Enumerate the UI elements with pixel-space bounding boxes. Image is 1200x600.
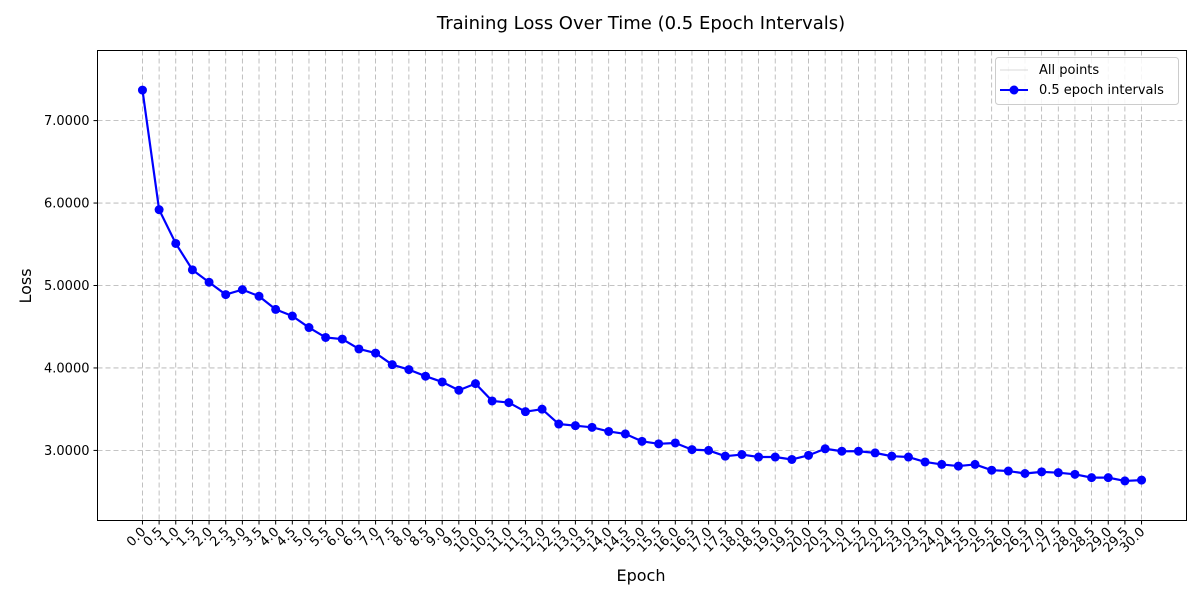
data-point xyxy=(321,332,331,342)
y-tick-label: 4.0000 xyxy=(44,361,90,376)
data-point xyxy=(903,452,913,462)
data-point xyxy=(637,436,647,446)
data-point xyxy=(204,277,214,287)
data-point xyxy=(604,426,614,436)
data-point xyxy=(870,448,880,458)
legend-box xyxy=(995,57,1179,105)
data-point xyxy=(404,365,414,375)
data-point xyxy=(387,360,397,370)
data-point xyxy=(587,422,597,432)
data-point xyxy=(1120,476,1130,486)
data-point xyxy=(287,311,297,321)
data-point xyxy=(970,459,980,469)
data-point xyxy=(154,205,164,215)
data-point xyxy=(1137,475,1147,485)
x-axis-label: Epoch xyxy=(617,566,666,585)
data-point xyxy=(787,454,797,464)
data-point xyxy=(487,396,497,406)
data-point xyxy=(470,379,480,389)
data-point xyxy=(520,407,530,417)
data-point xyxy=(1087,473,1097,483)
data-point xyxy=(137,85,147,95)
data-point xyxy=(754,452,764,462)
data-point xyxy=(554,419,564,429)
legend-interval-label: 0.5 epoch intervals xyxy=(1039,83,1164,98)
data-point xyxy=(987,465,997,475)
grid xyxy=(97,50,1187,521)
data-point xyxy=(504,398,514,408)
series-layer xyxy=(137,85,1147,486)
data-point xyxy=(887,451,897,461)
data-point xyxy=(620,429,630,439)
legend-all-points-label: All points xyxy=(1039,63,1099,78)
data-point xyxy=(770,452,780,462)
data-point xyxy=(237,285,247,295)
data-point xyxy=(354,344,364,354)
data-point xyxy=(1020,469,1030,478)
chart-title: Training Loss Over Time (0.5 Epoch Inter… xyxy=(436,13,845,34)
data-point xyxy=(271,304,281,314)
data-point xyxy=(1103,473,1113,483)
y-tick-label: 5.0000 xyxy=(44,279,90,294)
data-point xyxy=(304,323,314,333)
data-point xyxy=(454,385,464,395)
data-point xyxy=(953,461,963,471)
x-axis: 0.00.51.01.52.02.53.03.54.04.55.05.56.06… xyxy=(124,520,1148,556)
data-point xyxy=(1003,466,1013,476)
data-point xyxy=(171,238,181,248)
data-point xyxy=(1037,467,1047,477)
y-axis-label: Loss xyxy=(16,268,35,303)
data-point xyxy=(670,438,680,448)
data-point xyxy=(371,348,381,358)
data-point xyxy=(221,290,231,300)
data-point xyxy=(1070,469,1080,479)
data-point xyxy=(704,445,714,455)
data-point xyxy=(687,445,697,455)
data-point xyxy=(337,334,347,344)
data-point xyxy=(437,377,447,387)
data-point xyxy=(1053,468,1063,478)
data-point xyxy=(654,439,664,449)
data-point xyxy=(570,421,580,431)
data-point xyxy=(720,451,730,461)
legend-interval-marker xyxy=(1009,85,1019,95)
data-point xyxy=(737,450,747,460)
data-point xyxy=(254,291,264,301)
data-point xyxy=(804,450,814,460)
data-point xyxy=(920,457,930,467)
data-point xyxy=(853,446,863,456)
y-tick-label: 7.0000 xyxy=(44,114,90,129)
data-point xyxy=(937,459,947,469)
data-point xyxy=(421,371,431,381)
y-tick-label: 3.0000 xyxy=(44,444,90,459)
y-tick-label: 6.0000 xyxy=(44,197,90,212)
y-axis: 3.0000 4.0000 5.0000 6.0000 7.0000 xyxy=(44,114,98,459)
data-point xyxy=(537,404,547,414)
data-point xyxy=(837,446,847,456)
legend: All points 0.5 epoch intervals xyxy=(995,57,1179,105)
data-point xyxy=(187,265,197,275)
data-point xyxy=(820,444,830,454)
